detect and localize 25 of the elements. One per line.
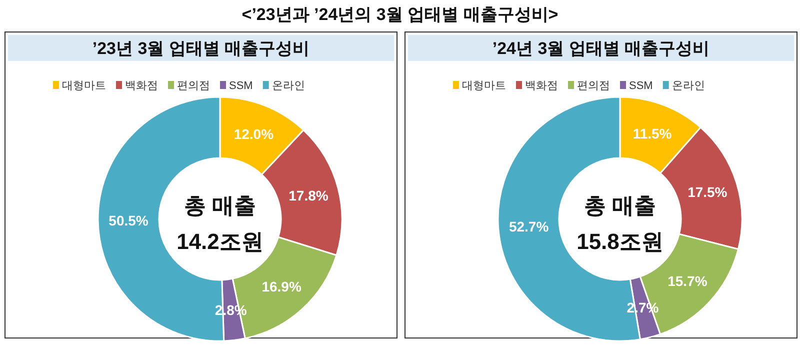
text: 14.2조원 [176,229,264,254]
legend-label: 백화점 [525,80,558,92]
text: 총 매출 [584,193,656,218]
legend-label: 편의점 [177,80,210,92]
data-label: 52.7% [508,218,550,235]
legend-label: SSM [229,80,253,92]
data-label: 12.0% [234,126,274,142]
legend-label: 온라인 [672,80,705,92]
data-label: 17.8% [288,188,329,204]
legend-label: 대형마트 [62,80,106,92]
text: <’23년과 ’24년의 3월 업태별 매출구성비> [242,5,558,24]
data-label: 16.9% [262,278,302,295]
text: 15.8조원 [576,229,664,254]
legend-label: 편의점 [577,80,610,92]
data-label: 11.5% [632,125,672,142]
legend-label: 대형마트 [462,80,506,92]
legend-label: 백화점 [125,80,158,92]
data-label: 50.5% [108,212,149,228]
chart-title: ’23년 3월 업태별 매출구성비 [92,39,310,58]
chart-title: ’24년 3월 업태별 매출구성비 [492,39,710,58]
legend-label: 온라인 [272,80,305,92]
text: 총 매출 [184,193,256,218]
data-label: 15.7% [668,272,708,289]
legend-label: SSM [629,80,653,92]
data-label: 17.5% [688,184,728,200]
